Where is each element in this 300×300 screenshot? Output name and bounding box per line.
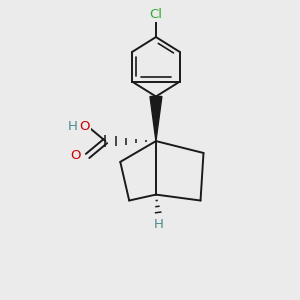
Text: H: H (154, 218, 164, 231)
Text: Cl: Cl (149, 8, 162, 21)
Text: O: O (80, 120, 90, 133)
Text: H: H (68, 120, 78, 133)
Polygon shape (150, 97, 162, 141)
Text: O: O (70, 149, 81, 162)
